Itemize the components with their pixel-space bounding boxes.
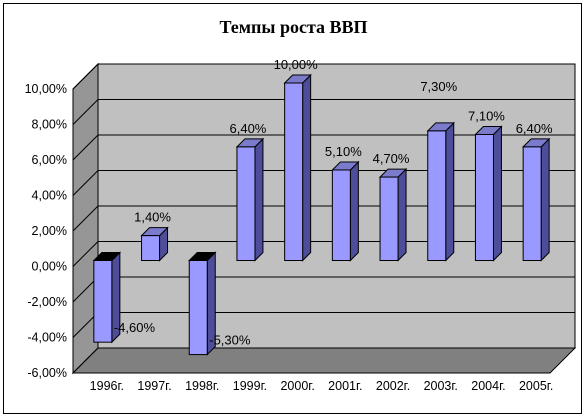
bar [188, 260, 208, 356]
bar [427, 130, 447, 261]
bar [141, 235, 161, 261]
data-label: 6,40% [230, 121, 267, 136]
x-tick-label: 2003г. [424, 379, 458, 393]
x-tick-label: 1999г. [233, 379, 267, 393]
y-tick-label: 2,00% [32, 224, 67, 238]
bar [93, 260, 113, 343]
bar-side [540, 137, 550, 262]
data-label: 6,40% [516, 121, 553, 136]
gridline [72, 134, 575, 161]
gridline [72, 241, 575, 267]
data-label: 10,00% [274, 57, 319, 72]
bar-side [445, 121, 455, 262]
floor [71, 347, 577, 374]
bar [284, 82, 304, 261]
x-tick-label: 1998г. [185, 379, 219, 393]
x-tick-label: 2002г. [376, 379, 410, 393]
y-tick-label: 0,00% [32, 260, 67, 274]
x-tick-label: 1997г. [137, 379, 171, 393]
bar [474, 133, 494, 262]
chart-title: Темпы роста ВВП [219, 17, 368, 37]
x-tick-label: 1996г. [90, 379, 124, 393]
y-tick-label: 4,00% [32, 189, 67, 203]
y-tick-label: 10,00% [25, 82, 67, 96]
data-label: 5,10% [325, 144, 362, 159]
data-label: -5,30% [209, 333, 251, 348]
gridline [72, 205, 575, 232]
bar [331, 169, 351, 262]
gridline [72, 170, 575, 196]
x-tick-label: 2004г. [471, 379, 505, 393]
bar-side [397, 167, 407, 262]
data-label: 7,10% [468, 108, 505, 123]
bar [522, 146, 542, 261]
data-label: -4,60% [114, 320, 156, 335]
y-tick-label: -6,00% [27, 366, 67, 380]
gridline [72, 63, 575, 90]
y-tick-label: -2,00% [27, 295, 67, 309]
x-tick-label: 2000г. [280, 379, 314, 393]
gridline [72, 99, 575, 125]
data-label: 7,30% [420, 79, 457, 94]
x-tick-label: 2005г. [519, 379, 553, 393]
bar [379, 176, 399, 261]
bar-side [492, 125, 502, 262]
y-tick-label: 6,00% [32, 153, 67, 167]
bar-side [254, 137, 264, 262]
data-label: 1,40% [134, 210, 171, 225]
x-tick-label: 2001г. [328, 379, 362, 393]
y-tick-label: -4,00% [27, 331, 67, 345]
bar-side [302, 73, 312, 262]
y-tick-label: 8,00% [32, 118, 67, 132]
data-label: 4,70% [373, 151, 410, 166]
bar-side [349, 160, 359, 262]
gridline [72, 347, 575, 374]
bar [236, 146, 256, 261]
